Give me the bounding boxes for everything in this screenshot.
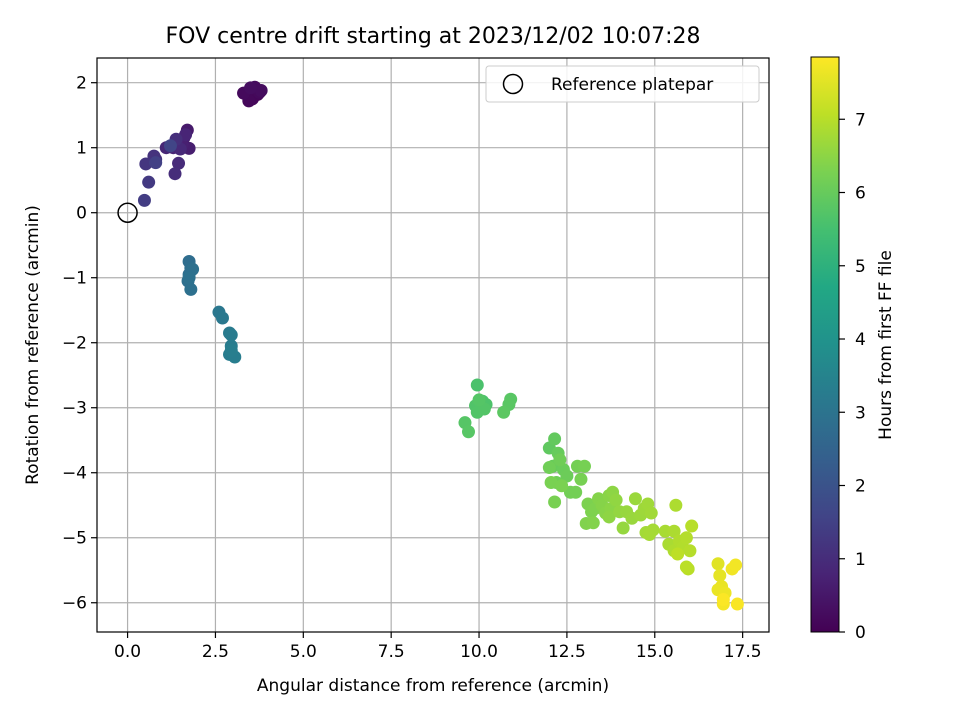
data-point — [671, 547, 685, 561]
data-point — [497, 405, 511, 419]
data-point — [574, 472, 588, 486]
y-tick-label: 1 — [76, 139, 87, 159]
data-point — [470, 378, 484, 392]
data-point — [730, 597, 744, 611]
y-tick-label: −4 — [62, 464, 87, 484]
data-point — [577, 459, 591, 473]
data-point — [616, 521, 630, 535]
legend: Reference platepar — [485, 65, 760, 103]
colorbar-gradient — [810, 56, 840, 633]
colorbar-tick-label: 4 — [855, 330, 866, 350]
x-tick-label: 17.5 — [724, 642, 762, 662]
reference-platepar-marker — [117, 202, 138, 223]
data-point — [716, 592, 730, 606]
data-point — [142, 175, 156, 189]
data-points — [137, 80, 744, 611]
data-point — [139, 157, 153, 171]
data-point — [224, 344, 238, 358]
data-point — [184, 282, 198, 296]
x-tick-label: 2.5 — [202, 642, 229, 662]
data-point — [669, 498, 683, 512]
data-point — [685, 519, 699, 533]
data-point — [254, 84, 268, 98]
data-point — [461, 425, 475, 439]
grid — [97, 58, 769, 632]
x-axis-label: Angular distance from reference (arcmin) — [257, 676, 609, 696]
data-point — [609, 493, 623, 507]
x-tick-label: 7.5 — [378, 642, 405, 662]
colorbar-tick-label: 3 — [855, 403, 866, 423]
colorbar-tick-label: 6 — [855, 184, 866, 204]
data-point — [472, 393, 486, 407]
legend-reference-icon — [502, 73, 524, 95]
data-point — [711, 557, 725, 571]
data-point — [644, 506, 658, 520]
colorbar-tick-label: 7 — [855, 110, 866, 130]
data-point — [137, 193, 151, 207]
y-tick-label: 2 — [76, 74, 87, 94]
data-point — [553, 453, 567, 467]
data-point — [548, 432, 562, 446]
data-point — [679, 560, 693, 574]
data-point — [542, 461, 556, 475]
y-tick-label: −3 — [62, 399, 87, 419]
data-point — [602, 510, 616, 524]
reference-marker — [117, 202, 138, 223]
colorbar-tick-label: 1 — [855, 550, 866, 570]
colorbar-ticks: 0 1 2 3 4 5 6 7 — [839, 110, 866, 643]
y-tick-label: −6 — [62, 594, 87, 614]
x-tick-label: 5.0 — [290, 642, 317, 662]
data-point — [215, 311, 229, 325]
x-axis-ticks: 0.0 2.5 5.0 7.5 10.0 12.5 15.0 17.5 — [114, 632, 762, 662]
y-tick-label: −5 — [62, 529, 87, 549]
x-tick-label: 0.0 — [114, 642, 141, 662]
data-point — [548, 495, 562, 509]
colorbar-tick-label: 0 — [855, 623, 866, 643]
legend-entry-label: Reference platepar — [551, 75, 713, 95]
colorbar-tick-label: 2 — [855, 477, 866, 497]
data-point — [560, 469, 574, 483]
data-point — [586, 516, 600, 530]
y-tick-label: −2 — [62, 334, 87, 354]
data-point — [168, 167, 182, 181]
data-point — [643, 527, 657, 541]
y-tick-label: −1 — [62, 269, 87, 289]
data-point — [667, 524, 681, 538]
data-point — [569, 485, 583, 499]
data-point — [544, 475, 558, 489]
x-tick-label: 10.0 — [460, 642, 498, 662]
colorbar-tick-label: 5 — [855, 257, 866, 277]
data-point — [713, 568, 727, 582]
data-point — [628, 492, 642, 506]
y-axis-ticks: −6 −5 −4 −3 −2 −1 0 1 2 — [62, 74, 97, 614]
data-point — [555, 479, 569, 493]
x-tick-label: 12.5 — [548, 642, 586, 662]
data-point — [679, 531, 693, 545]
plot-frame — [96, 57, 770, 633]
x-tick-label: 15.0 — [636, 642, 674, 662]
colorbar: 0 1 2 3 4 5 6 7 Hours from first FF file — [810, 56, 896, 643]
data-point — [729, 558, 743, 572]
legend-box — [485, 65, 760, 103]
data-point — [163, 139, 177, 153]
data-point — [172, 156, 186, 170]
data-point — [149, 156, 163, 170]
data-point — [224, 328, 238, 342]
data-point — [244, 81, 258, 95]
colorbar-label: Hours from first FF file — [876, 250, 896, 440]
y-tick-label: 0 — [76, 204, 87, 224]
data-point — [182, 271, 196, 285]
data-point — [683, 544, 697, 558]
data-point — [173, 142, 187, 156]
chart-title: FOV centre drift starting at 2023/12/02 … — [166, 24, 701, 49]
y-axis-label: Rotation from reference (arcmin) — [23, 205, 43, 485]
